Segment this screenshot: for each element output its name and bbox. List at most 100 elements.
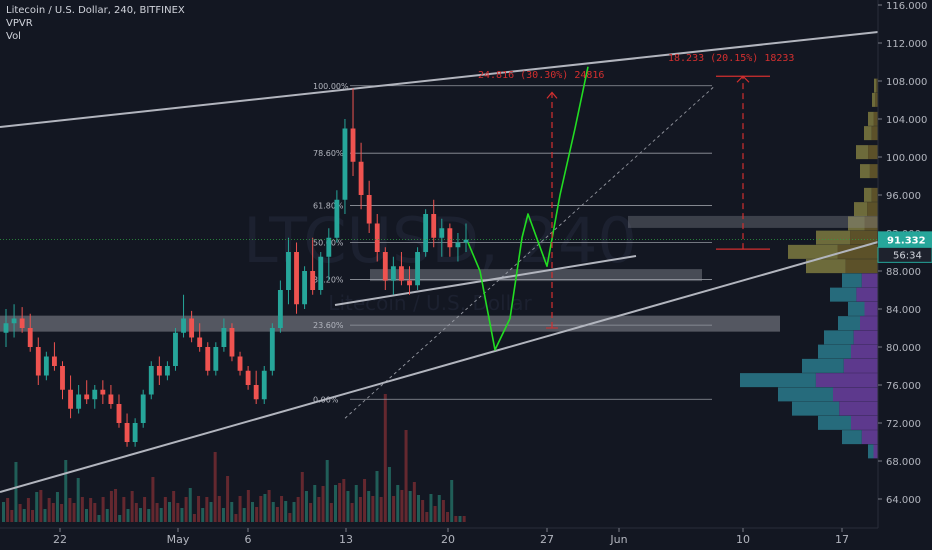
volume-bar <box>346 491 350 522</box>
price-tick-label: 112.000 <box>886 39 927 50</box>
volume-bar <box>275 507 279 522</box>
volume-bar <box>14 462 18 522</box>
volume-bar <box>134 503 138 522</box>
volume-bar <box>400 490 404 522</box>
candle-body <box>213 347 219 371</box>
resistance-zone <box>628 215 878 228</box>
candle <box>84 380 90 404</box>
volume-bar <box>334 485 337 522</box>
candle-body <box>382 252 388 281</box>
watermark-symbol: LTCUSD, 240 <box>243 204 637 277</box>
candle <box>181 294 186 338</box>
volume-profile-bar <box>867 202 878 217</box>
candle <box>415 247 420 290</box>
measure-label-left: 24.816 (30.30%) 24816 <box>478 70 604 81</box>
volume-bar <box>280 496 284 522</box>
volume-profile-bar <box>815 373 878 388</box>
volume-profile-bar <box>792 401 840 416</box>
price-tick-label: 108.000 <box>886 77 927 88</box>
candle-body <box>269 328 275 371</box>
lower-channel-line[interactable] <box>0 241 879 493</box>
time-tick-label: 13 <box>339 533 353 546</box>
candle <box>399 252 404 286</box>
volume-profile-bar <box>864 216 878 231</box>
channel-lines <box>0 31 879 493</box>
volume-bar <box>425 512 429 522</box>
indicator-vpvr-label[interactable]: VPVR <box>6 18 33 29</box>
volume-bar <box>363 479 367 522</box>
volume-bar <box>230 502 234 522</box>
candle <box>173 328 178 371</box>
volume-bar <box>172 491 176 522</box>
candle-body <box>84 394 90 400</box>
candle <box>334 190 340 243</box>
volume-bar <box>446 512 450 522</box>
volume-profile-bar <box>856 287 878 302</box>
volume-bar <box>2 502 5 522</box>
volume-bar <box>68 498 72 522</box>
projection-path[interactable] <box>467 66 589 351</box>
volume-bar <box>60 504 64 522</box>
volume-bar <box>147 509 151 522</box>
price-zones <box>0 215 878 332</box>
candle-body <box>366 195 372 224</box>
volume-profile-bar <box>851 344 878 359</box>
candle-body <box>35 347 41 376</box>
volume-bar <box>375 471 379 522</box>
volume-bar <box>379 497 383 522</box>
candle <box>342 119 348 214</box>
volume-profile-bar <box>876 78 878 93</box>
volume-profile-bar <box>838 316 860 331</box>
candle-body <box>181 318 186 333</box>
candle <box>407 266 412 295</box>
volume-profile-bar <box>874 78 877 93</box>
volume-profile-bar <box>868 145 878 160</box>
price-tick-label: 96.000 <box>886 191 921 202</box>
candle <box>132 418 138 447</box>
symbol-title[interactable]: Litecoin / U.S. Dollar, 240, BITFINEX <box>6 5 185 16</box>
time-tick-label: 20 <box>441 533 455 546</box>
volume-bar <box>22 509 26 522</box>
inner-support-line[interactable] <box>334 255 637 306</box>
candle-body <box>253 385 259 400</box>
candle-body <box>92 389 98 400</box>
volume-bar <box>47 498 51 522</box>
volume-profile-bar <box>848 301 865 316</box>
volume-bar <box>321 486 325 522</box>
candle <box>52 342 57 371</box>
price-tick-label: 100.000 <box>886 153 927 164</box>
price-tick-label: 64.000 <box>886 495 921 506</box>
volume-bar <box>429 494 433 522</box>
candle <box>164 361 170 381</box>
candle <box>229 323 235 362</box>
volume-profile-bar <box>869 164 878 179</box>
candle-body <box>124 423 130 442</box>
volume-bar <box>64 460 68 522</box>
volume-bar <box>109 491 113 522</box>
upper-channel-line[interactable] <box>0 31 879 128</box>
volume-profile-bar <box>853 330 878 345</box>
candle-body <box>132 423 138 442</box>
volume-bar <box>354 485 358 522</box>
indicator-volume-label[interactable]: Vol <box>6 31 21 42</box>
volume-bar <box>412 482 416 522</box>
volume-bar <box>325 460 329 522</box>
volume-bar <box>159 508 163 522</box>
volume-profile-bar <box>839 401 878 416</box>
volume-bar <box>441 500 445 522</box>
time-tick-label: 22 <box>53 533 67 546</box>
candle-body <box>60 366 65 390</box>
volume-profile-bar <box>851 415 878 430</box>
candle <box>374 214 380 262</box>
volume-profile-bar <box>872 92 876 107</box>
time-tick-label: 10 <box>736 533 750 546</box>
candle-body <box>140 394 146 423</box>
candle-body <box>221 328 227 347</box>
volume-profile-bar <box>868 444 874 459</box>
candle-body <box>19 318 25 328</box>
measure-arrowhead-left <box>546 91 558 99</box>
volume-profile-bar <box>842 273 862 288</box>
last-price-badge[interactable] <box>878 231 932 248</box>
volume-bar <box>454 516 458 522</box>
